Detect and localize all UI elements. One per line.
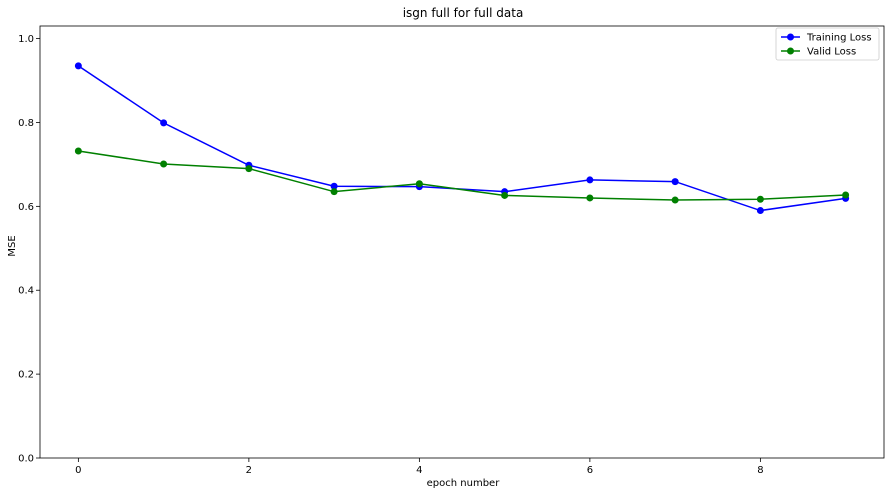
- y-tick-label: 0.6: [18, 202, 34, 213]
- x-axis-label: epoch number: [427, 478, 501, 489]
- x-tick-label: 2: [246, 465, 252, 476]
- data-point: [671, 178, 679, 186]
- data-point: [671, 196, 679, 204]
- y-axis-label: MSE: [7, 235, 18, 256]
- x-tick-label: 8: [757, 465, 763, 476]
- data-point: [501, 191, 509, 199]
- legend-label: Valid Loss: [807, 47, 856, 58]
- data-point: [330, 182, 338, 190]
- legend-label: Training Loss: [806, 33, 872, 44]
- x-tick-label: 4: [416, 465, 422, 476]
- y-tick-label: 1.0: [18, 34, 34, 45]
- data-point: [586, 176, 594, 184]
- data-point: [842, 191, 850, 199]
- series-line-valid-loss: [78, 150, 846, 201]
- data-point: [74, 62, 82, 70]
- data-point: [160, 119, 168, 127]
- data-point: [756, 207, 764, 215]
- legend-marker: [787, 47, 794, 55]
- data-point: [415, 180, 423, 188]
- data-point: [756, 195, 764, 203]
- plot-area: 0 2 4 6 8 0.0 0.2 0.4 0.6 0.8 1.0 Training Loss Vali…: [18, 25, 885, 476]
- chart-title: isgn full for full data: [403, 6, 524, 20]
- data-point: [245, 165, 253, 173]
- y-tick-label: 0.8: [18, 118, 34, 129]
- x-tick-label: 0: [75, 465, 81, 476]
- data-point: [586, 194, 594, 202]
- data-point: [330, 188, 338, 196]
- axes-frame: [39, 25, 885, 459]
- y-tick-label: 0.0: [18, 454, 34, 465]
- y-tick-label: 0.2: [18, 370, 34, 381]
- x-tick-label: 6: [587, 465, 593, 476]
- y-tick-label: 0.4: [18, 286, 34, 297]
- data-point: [160, 160, 168, 168]
- legend-marker: [787, 33, 794, 41]
- data-point: [74, 147, 82, 155]
- legend-box: [775, 27, 880, 61]
